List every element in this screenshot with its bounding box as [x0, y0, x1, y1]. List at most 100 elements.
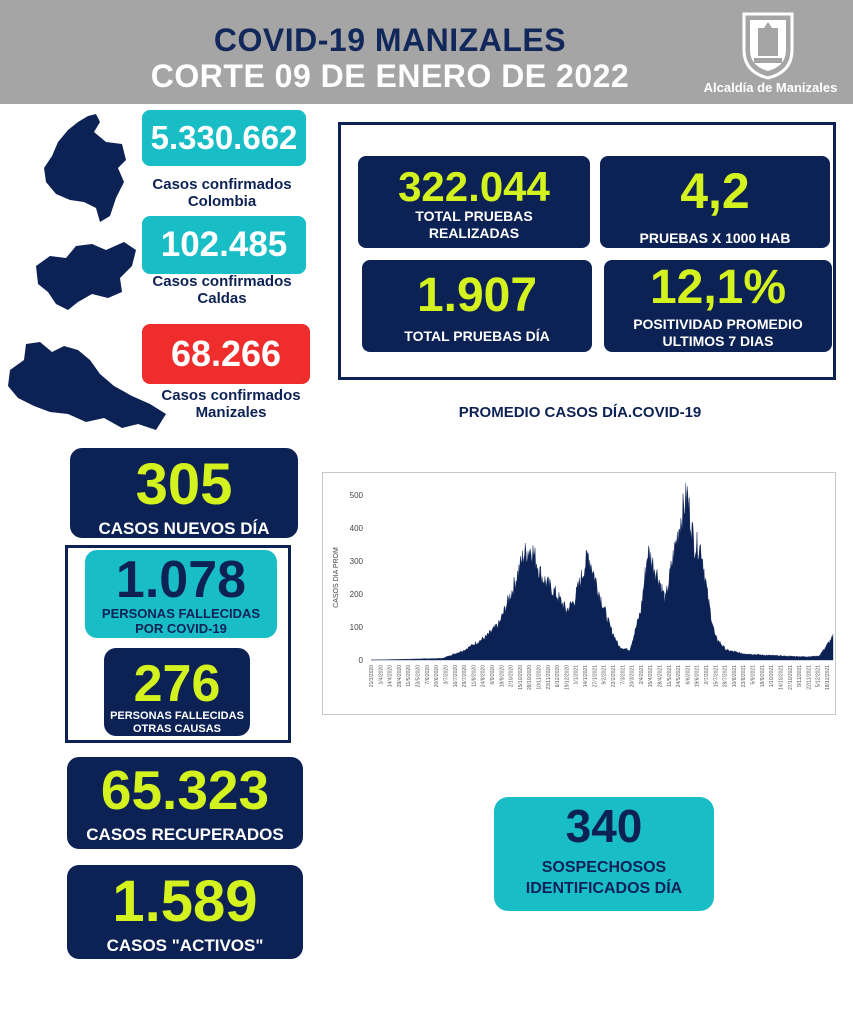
- tests-per-1000-card: 4,2 PRUEBAS X 1000 HAB: [600, 156, 830, 248]
- x-tick-label: 5/12/2021: [816, 665, 822, 687]
- manizales-map-icon: [8, 342, 166, 430]
- x-tick-label: 2/7/2021: [704, 665, 710, 685]
- suspected-label: SOSPECHOSOS IDENTIFICADOS DÍA: [525, 859, 683, 897]
- daily-tests-label: TOTAL PRUEBAS DÍA: [404, 328, 550, 344]
- x-tick-label: 2/4/2021: [639, 665, 645, 685]
- new-cases-card: 305 CASOS NUEVOS DÍA: [70, 448, 298, 538]
- positivity-label: POSITIVIDAD PROMEDIO ULTIMOS 7 DIAS: [633, 316, 803, 349]
- active-cases-label: CASOS "ACTIVOS": [106, 936, 264, 955]
- x-tick-label: 28/7/2021: [723, 665, 729, 687]
- x-tick-label: 27/10/2021: [788, 665, 794, 690]
- x-tick-label: 15/10/2020: [518, 665, 524, 690]
- total-tests-value: 322.044: [398, 163, 550, 210]
- x-tick-label: 11/5/2021: [667, 665, 673, 687]
- page-subtitle: CORTE 09 DE ENERO DE 2022: [150, 58, 630, 94]
- x-tick-label: 14/1/2021: [583, 665, 589, 687]
- x-tick-label: 1/4/2020: [378, 665, 384, 685]
- alcaldia-logo-icon: [742, 12, 794, 80]
- colombia-map-icon: [44, 114, 126, 222]
- x-tick-label: 6/9/2020: [490, 665, 496, 685]
- x-tick-label: 20/6/2020: [434, 665, 440, 687]
- x-tick-label: 19/6/2021: [695, 665, 701, 687]
- organization-name: Alcaldía de Manizales: [703, 80, 838, 95]
- y-tick-label: 300: [350, 557, 364, 566]
- x-tick-label: 9/2/2021: [602, 665, 608, 685]
- x-tick-label: 29/7/2020: [462, 665, 468, 687]
- x-tick-label: 10/8/2021: [732, 665, 738, 687]
- caldas-cases-badge: 102.485: [142, 216, 306, 274]
- manizales-cases-badge: 68.266: [142, 324, 310, 384]
- x-tick-label: 20/3/2021: [630, 665, 636, 687]
- x-tick-label: 23/11/2020: [546, 665, 552, 690]
- y-tick-label: 400: [350, 524, 364, 533]
- recovered-value: 65.323: [100, 759, 270, 821]
- other-deaths-card: 276 PERSONAS FALLECIDAS OTRAS CAUSAS: [104, 648, 250, 736]
- recovered-card: 65.323 CASOS RECUPERADOS: [67, 757, 303, 849]
- positivity-card: 12,1% POSITIVIDAD PROMEDIO ULTIMOS 7 DIA…: [604, 260, 832, 352]
- chart-frame: 0 100 200 300 400 500 CASOS DIA PROM 21/3/2020 1…: [322, 472, 836, 715]
- x-tick-label: 6/12/2020: [555, 665, 561, 687]
- manizales-cases-value: 68.266: [170, 333, 282, 374]
- manizales-cases-label: Casos confirmados Manizales: [161, 387, 301, 421]
- covid-deaths-label: PERSONAS FALLECIDAS POR COVID-19: [101, 606, 261, 636]
- active-cases-value: 1.589: [112, 869, 258, 934]
- new-cases-value: 305: [135, 452, 233, 517]
- x-tick-label: 2/10/2020: [509, 665, 515, 687]
- y-tick-label: 200: [350, 590, 364, 599]
- tests-per-1000-label: PRUEBAS X 1000 HAB: [639, 230, 791, 246]
- x-tick-label: 7/6/2020: [425, 665, 431, 685]
- x-tick-label: 22/2/2021: [611, 665, 617, 687]
- total-tests-label: TOTAL PRUEBAS REALIZADAS: [415, 208, 533, 241]
- positivity-value: 12,1%: [649, 261, 787, 314]
- x-tick-label: 6/6/2021: [685, 665, 691, 685]
- header-banner: COVID-19 MANIZALES CORTE 09 DE ENERO DE …: [0, 0, 853, 104]
- x-tick-label: 1/1/2021: [574, 665, 580, 685]
- covid-deaths-card: 1.078 PERSONAS FALLECIDAS POR COVID-19: [85, 550, 277, 638]
- chart-title: PROMEDIO CASOS DÍA.COVID-19: [458, 404, 702, 421]
- x-tick-label: 7/3/2021: [620, 665, 626, 685]
- covid-deaths-value: 1.078: [115, 551, 247, 609]
- x-tick-label: 11/5/2020: [406, 665, 412, 687]
- y-tick-label: 0: [359, 656, 364, 665]
- suspected-card: 340 SOSPECHOSOS IDENTIFICADOS DÍA: [494, 797, 714, 911]
- x-tick-label: 24/5/2021: [676, 665, 682, 687]
- x-tick-label: 21/3/2020: [369, 665, 375, 687]
- recovered-label: CASOS RECUPERADOS: [86, 825, 284, 844]
- x-tick-label: 28/4/2021: [658, 665, 664, 687]
- x-tick-label: 23/8/2021: [741, 665, 747, 687]
- cases-area-series: [370, 483, 834, 661]
- x-tick-label: 1/10/2021: [769, 665, 775, 687]
- caldas-cases-label: Casos confirmados Caldas: [152, 273, 292, 307]
- x-tick-label: 19/9/2020: [499, 665, 505, 687]
- page-title: COVID-19 MANIZALES: [213, 22, 567, 58]
- x-tick-label: 24/8/2020: [481, 665, 487, 687]
- tests-panel: [338, 122, 836, 380]
- caldas-map-icon: [36, 242, 136, 310]
- x-tick-label: 14/4/2020: [388, 665, 394, 687]
- x-tick-label: 5/9/2021: [751, 665, 757, 685]
- other-deaths-value: 276: [133, 655, 221, 713]
- active-cases-card: 1.589 CASOS "ACTIVOS": [67, 865, 303, 959]
- x-tick-label: 3/7/2020: [443, 665, 449, 685]
- tests-per-1000-value: 4,2: [680, 163, 750, 219]
- x-tick-label: 14/10/2021: [779, 665, 785, 690]
- colombia-cases-label: Casos confirmados Colombia: [152, 176, 292, 210]
- x-tick-label: 10/11/2020: [537, 665, 543, 690]
- colombia-cases-badge: 5.330.662: [142, 110, 306, 166]
- new-cases-label: CASOS NUEVOS DÍA: [98, 519, 270, 538]
- total-tests-card: 322.044 TOTAL PRUEBAS REALIZADAS: [358, 156, 590, 248]
- x-tick-label: 18/12/2021: [825, 665, 831, 690]
- x-tick-label: 15/7/2021: [713, 665, 719, 687]
- other-deaths-label: PERSONAS FALLECIDAS OTRAS CAUSAS: [110, 710, 244, 735]
- x-tick-label: 11/8/2020: [471, 665, 477, 687]
- suspected-value: 340: [565, 800, 643, 852]
- caldas-cases-value: 102.485: [160, 225, 288, 264]
- x-tick-label: 28/10/2020: [527, 665, 533, 690]
- x-tick-label: 27/1/2021: [592, 665, 598, 687]
- x-tick-label: 29/4/2020: [397, 665, 403, 687]
- x-tick-label: 19/12/2020: [564, 665, 570, 690]
- x-tick-label: 9/11/2021: [797, 665, 803, 687]
- daily-tests-card: 1.907 TOTAL PRUEBAS DÍA: [362, 260, 592, 352]
- deaths-panel: [65, 545, 291, 743]
